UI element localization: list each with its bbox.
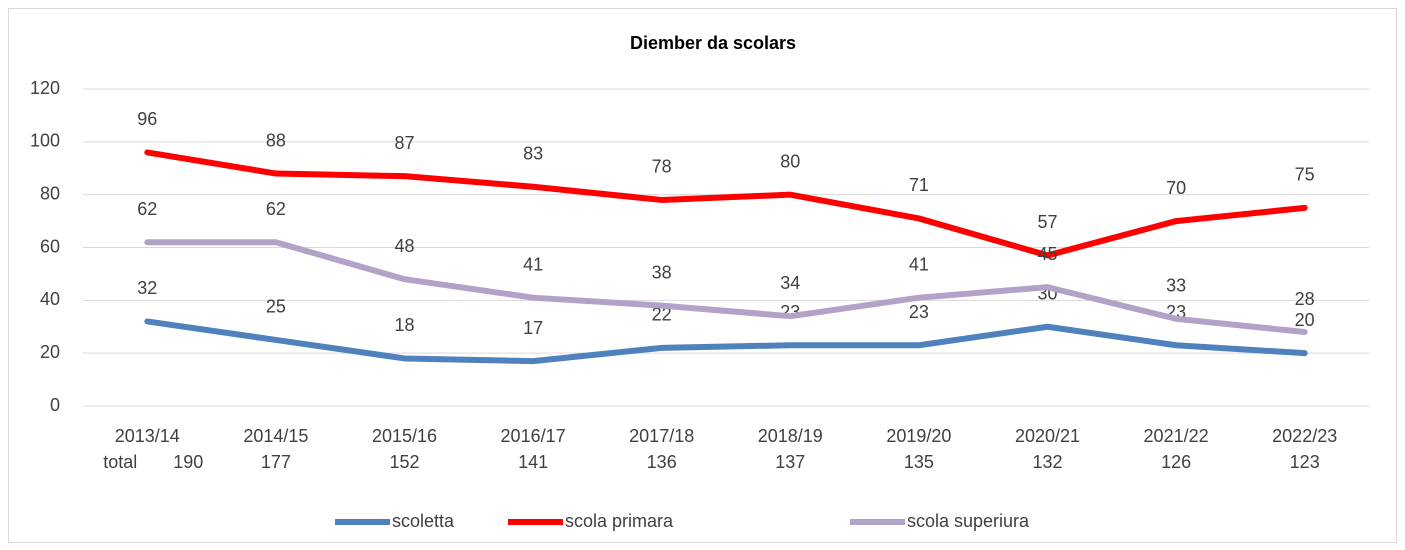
x-tick-label: 2021/22 bbox=[1144, 426, 1209, 446]
x-tick-label: 2013/14 bbox=[115, 426, 180, 446]
x-tick-label: 2015/16 bbox=[372, 426, 437, 446]
data-label: 33 bbox=[1166, 276, 1186, 296]
total-label: 152 bbox=[389, 452, 419, 472]
data-label: 45 bbox=[1037, 244, 1057, 264]
series-line bbox=[144, 239, 1308, 336]
y-tick-label: 20 bbox=[40, 342, 60, 362]
data-label: 32 bbox=[137, 278, 157, 298]
chart-title: Diember da scolars bbox=[630, 33, 796, 53]
y-tick-label: 80 bbox=[40, 183, 60, 203]
total-label: 126 bbox=[1161, 452, 1191, 472]
data-label: 28 bbox=[1295, 289, 1315, 309]
y-tick-label: 0 bbox=[50, 395, 60, 415]
total-label: 137 bbox=[775, 452, 805, 472]
x-tick-label: 2016/17 bbox=[501, 426, 566, 446]
series-line bbox=[144, 318, 1308, 365]
x-tick-label: 2014/15 bbox=[243, 426, 308, 446]
data-label: 18 bbox=[394, 315, 414, 335]
y-tick-label: 40 bbox=[40, 289, 60, 309]
data-label: 41 bbox=[909, 254, 929, 274]
y-tick-label: 100 bbox=[30, 131, 60, 151]
x-tick-label: 2022/23 bbox=[1272, 426, 1337, 446]
total-label: 190 bbox=[173, 452, 203, 472]
data-label: 41 bbox=[523, 254, 543, 274]
data-label: 70 bbox=[1166, 178, 1186, 198]
data-label: 17 bbox=[523, 318, 543, 338]
data-label: 48 bbox=[394, 236, 414, 256]
y-tick-label: 60 bbox=[40, 236, 60, 256]
totals-caption: total bbox=[103, 452, 137, 472]
total-label: 141 bbox=[518, 452, 548, 472]
data-label: 34 bbox=[780, 273, 800, 293]
data-label: 80 bbox=[780, 151, 800, 171]
data-label: 57 bbox=[1037, 212, 1057, 232]
data-label: 62 bbox=[137, 199, 157, 219]
data-label: 75 bbox=[1295, 165, 1315, 185]
data-label: 78 bbox=[652, 157, 672, 177]
total-label: 123 bbox=[1290, 452, 1320, 472]
data-label: 62 bbox=[266, 199, 286, 219]
data-label: 22 bbox=[652, 305, 672, 325]
total-label: 136 bbox=[647, 452, 677, 472]
data-label: 83 bbox=[523, 143, 543, 163]
data-label: 38 bbox=[652, 262, 672, 282]
data-label: 23 bbox=[909, 302, 929, 322]
data-label: 71 bbox=[909, 175, 929, 195]
total-label: 177 bbox=[261, 452, 291, 472]
total-label: 132 bbox=[1032, 452, 1062, 472]
data-label: 87 bbox=[394, 133, 414, 153]
data-label: 25 bbox=[266, 297, 286, 317]
data-label: 88 bbox=[266, 130, 286, 150]
x-tick-label: 2017/18 bbox=[629, 426, 694, 446]
total-label: 135 bbox=[904, 452, 934, 472]
legend-label: scola primara bbox=[565, 511, 674, 531]
chart-border bbox=[8, 8, 1397, 543]
data-label: 20 bbox=[1295, 310, 1315, 330]
data-label: 96 bbox=[137, 109, 157, 129]
y-tick-label: 120 bbox=[30, 78, 60, 98]
series-line bbox=[144, 149, 1308, 259]
x-tick-label: 2018/19 bbox=[758, 426, 823, 446]
legend-label: scola superiura bbox=[907, 511, 1030, 531]
x-tick-label: 2019/20 bbox=[886, 426, 951, 446]
legend-label: scoletta bbox=[392, 511, 455, 531]
x-tick-label: 2020/21 bbox=[1015, 426, 1080, 446]
